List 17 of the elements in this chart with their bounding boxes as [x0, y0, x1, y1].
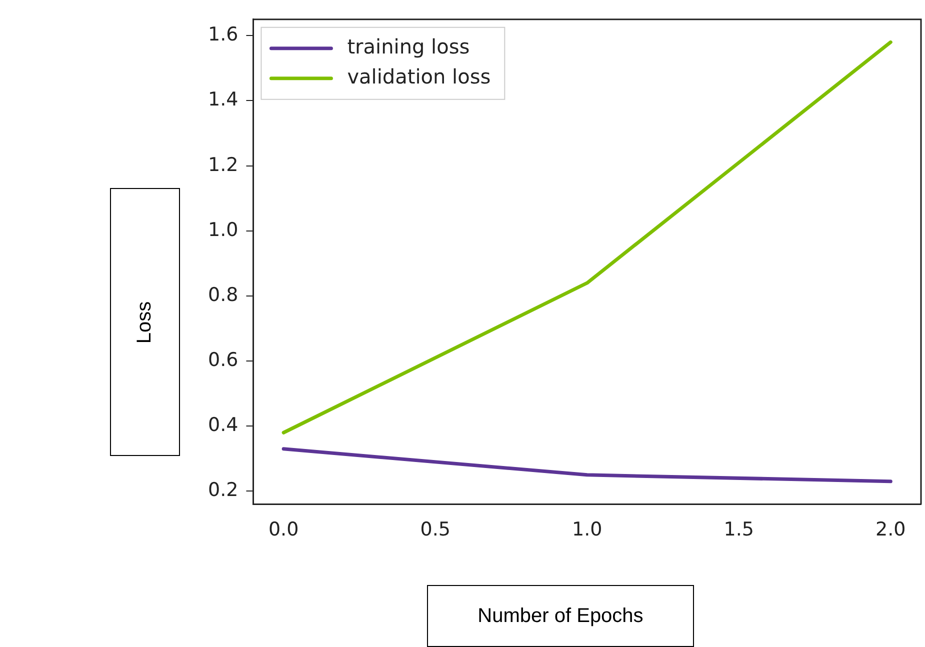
x-tick-label: 0.0 [268, 518, 299, 541]
y-axis-title: Loss [134, 300, 156, 344]
y-tick-label: 0.4 [208, 414, 238, 436]
x-tick-label: 1.0 [572, 518, 602, 541]
y-tick-label: 1.0 [208, 218, 238, 241]
y-tick-label: 0.8 [208, 284, 238, 306]
y-tick-label: 1.2 [208, 154, 238, 176]
y-tick-label: 0.2 [208, 479, 238, 502]
x-tick-label: 0.5 [420, 518, 450, 541]
legend-label: training loss [347, 34, 470, 59]
x-tick-label: 1.5 [724, 518, 754, 541]
y-tick-label: 1.6 [208, 24, 238, 46]
y-tick-label: 1.4 [208, 88, 238, 111]
x-axis-title: Number of Epochs [427, 585, 694, 647]
legend-label: validation loss [347, 64, 491, 89]
y-tick-label: 0.6 [208, 348, 238, 371]
x-tick-label: 2.0 [876, 518, 906, 541]
